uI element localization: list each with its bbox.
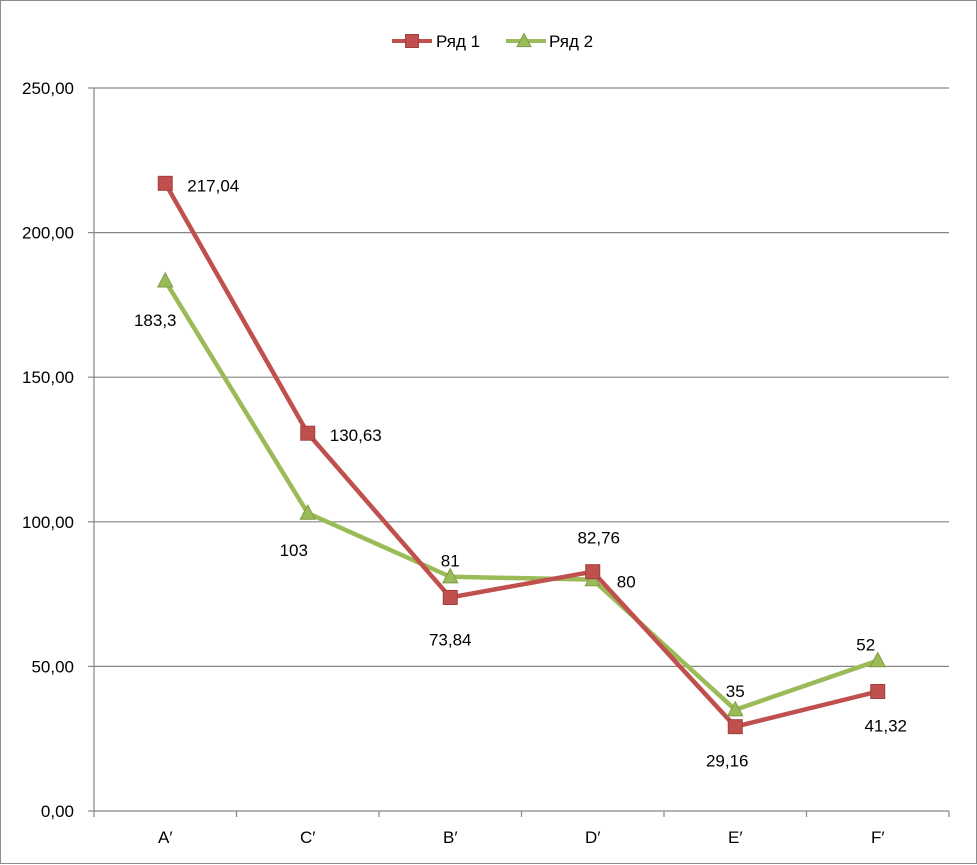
y-tick-label: 150,00 [22,368,74,387]
data-label: 29,16 [706,752,749,771]
gridlines [94,87,949,668]
point-marker-triangle [516,32,532,48]
point-marker-triangle [726,700,744,717]
series-line [163,279,879,713]
x-tick-label: F′ [871,828,885,847]
y-tick-label: 100,00 [22,513,74,532]
point-marker-square [870,684,886,700]
y-tick-label: 50,00 [31,657,74,676]
y-tick-label: 250,00 [22,79,74,98]
x-tick-label: D′ [585,828,600,847]
y-tick-label: 0,00 [41,802,74,821]
data-label: 35 [726,682,745,701]
point-marker-triangle [441,567,459,584]
x-tick-label: B′ [443,828,458,847]
data-label: 183,3 [134,311,177,330]
data-label: 130,63 [330,426,382,445]
data-label: 73,84 [429,630,472,649]
data-label: 80 [617,573,636,592]
point-marker-square [300,425,316,441]
point-marker-triangle [299,503,317,520]
series-line [163,182,879,729]
axes: 0,00 50,00 100,00 150,00 200,00 250,00 A′ C′ B′ D… [22,79,950,847]
point-marker-square [405,34,419,48]
point-marker-triangle [156,271,174,288]
legend: Ряд 1 Ряд 2 [392,32,593,51]
legend-label: Ряд 1 [436,32,480,51]
data-label: 103 [280,541,308,560]
data-label: 52 [856,636,875,655]
point-marker-square [585,564,601,580]
x-tick-label: C′ [300,828,315,847]
legend-label: Ряд 2 [549,32,593,51]
data-label: 217,04 [187,176,239,195]
x-tick-label: A′ [158,828,173,847]
point-marker-square [442,589,458,605]
y-tick-label: 200,00 [22,224,74,243]
point-marker-square [157,175,173,191]
point-marker-triangle [869,651,887,668]
x-tick-label: E′ [728,828,743,847]
series-lines [156,175,887,735]
data-label: 81 [441,552,460,571]
point-marker-square [727,719,743,735]
data-label: 82,76 [577,529,620,548]
data-label: 41,32 [864,717,907,736]
data-labels: 217,04 130,63 73,84 82,76 29,16 41,32 183,3 103… [134,176,907,770]
